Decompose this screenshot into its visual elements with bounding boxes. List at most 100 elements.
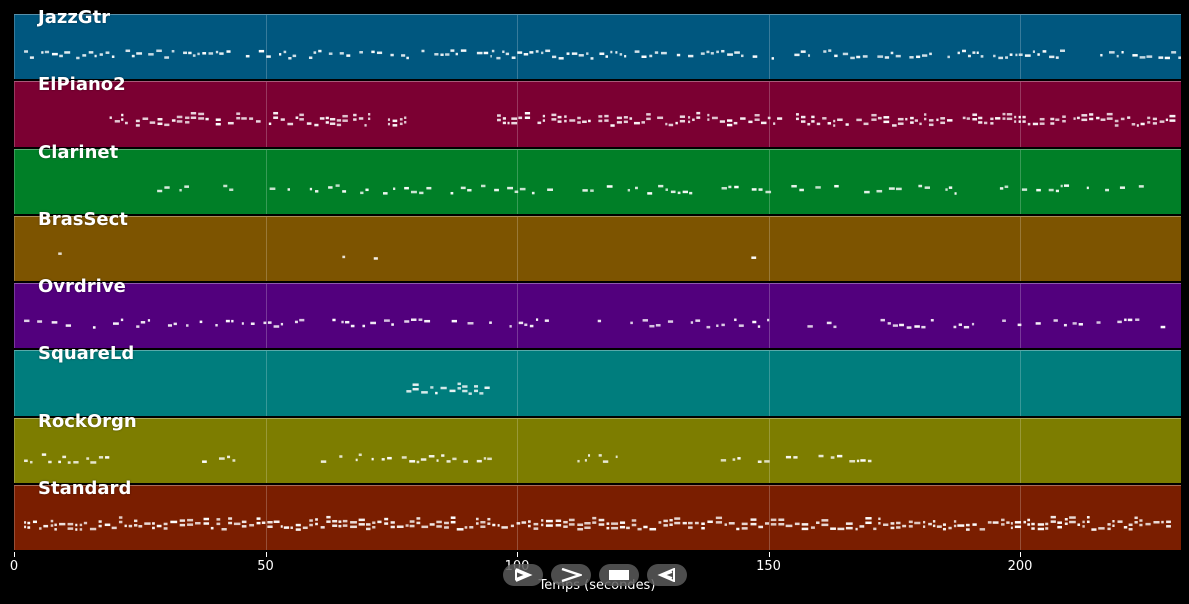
note-mark xyxy=(773,122,776,126)
note-roll xyxy=(24,452,872,464)
note-mark xyxy=(619,521,626,524)
reverse-button[interactable] xyxy=(647,564,687,586)
note-mark xyxy=(416,516,421,520)
note-mark xyxy=(1014,116,1017,119)
note-mark xyxy=(873,527,877,530)
grid-line xyxy=(1020,82,1022,147)
grid-line xyxy=(517,418,519,483)
note-mark xyxy=(954,191,957,195)
note-mark xyxy=(823,50,827,53)
note-mark xyxy=(932,524,936,527)
note-mark xyxy=(24,520,27,524)
note-mark xyxy=(266,55,271,58)
note-mark xyxy=(582,120,587,124)
note-mark xyxy=(199,320,203,324)
note-mark xyxy=(807,325,813,328)
note-mark xyxy=(990,117,994,121)
note-mark xyxy=(827,122,832,125)
note-mark xyxy=(342,189,347,193)
note-mark xyxy=(707,114,710,117)
note-mark xyxy=(54,523,57,526)
note-mark xyxy=(79,523,83,526)
note-mark xyxy=(436,524,442,528)
note-mark xyxy=(707,118,710,122)
note-mark xyxy=(577,117,581,120)
note-mark xyxy=(1032,122,1039,126)
note-mark xyxy=(1006,117,1013,121)
note-mark xyxy=(167,324,173,327)
note-mark xyxy=(1152,117,1157,121)
note-mark xyxy=(105,455,110,459)
note-mark xyxy=(610,50,613,54)
note-mark xyxy=(227,455,231,458)
track-lane: ElPiano2 xyxy=(14,74,1181,147)
note-mark xyxy=(669,518,673,522)
x-tick-label: 0 xyxy=(9,559,19,574)
note-mark xyxy=(339,52,344,55)
note-mark xyxy=(440,387,447,390)
note-mark xyxy=(696,116,701,120)
note-mark xyxy=(131,54,135,58)
track-lane: Clarinet xyxy=(14,142,1181,214)
note-mark xyxy=(619,525,626,529)
track-label: JazzGtr xyxy=(38,7,111,28)
note-mark xyxy=(450,516,456,519)
note-mark xyxy=(606,526,610,530)
note-mark xyxy=(771,57,774,60)
note-mark xyxy=(507,186,514,189)
note-mark xyxy=(362,324,366,328)
note-mark xyxy=(58,252,62,255)
grid-line xyxy=(517,351,519,416)
note-mark xyxy=(497,523,500,527)
note-mark xyxy=(241,322,244,325)
note-mark xyxy=(176,115,183,119)
note-mark xyxy=(41,452,47,456)
note-mark xyxy=(833,124,836,128)
play-button[interactable] xyxy=(503,564,543,586)
grid-line xyxy=(1020,149,1022,214)
note-mark xyxy=(1098,526,1105,530)
note-mark xyxy=(314,124,319,127)
note-mark xyxy=(241,524,247,528)
note-mark xyxy=(392,124,398,127)
note-mark xyxy=(479,392,484,395)
note-mark xyxy=(241,117,247,120)
note-mark xyxy=(309,187,313,190)
note-mark xyxy=(421,49,425,53)
note-mark xyxy=(450,49,455,52)
fast-forward-button[interactable] xyxy=(551,564,591,586)
grid-line xyxy=(265,15,267,80)
note-mark xyxy=(1064,517,1068,521)
note-mark xyxy=(800,120,806,124)
note-mark xyxy=(190,112,197,115)
note-mark xyxy=(474,389,479,393)
note-mark xyxy=(384,522,389,525)
note-mark xyxy=(1055,56,1059,59)
note-mark xyxy=(326,515,331,519)
note-mark xyxy=(353,114,357,117)
note-mark xyxy=(1132,54,1138,57)
note-mark xyxy=(216,517,221,521)
note-mark xyxy=(88,51,94,54)
note-mark xyxy=(487,457,492,460)
note-mark xyxy=(419,191,424,194)
note-mark xyxy=(1010,526,1013,529)
note-mark xyxy=(396,525,404,528)
note-mark xyxy=(514,190,519,193)
note-mark xyxy=(1100,118,1106,122)
note-mark xyxy=(67,522,74,526)
note-mark xyxy=(475,521,479,525)
note-mark xyxy=(29,56,34,59)
note-roll xyxy=(406,382,490,396)
note-mark xyxy=(434,53,439,56)
note-mark xyxy=(140,321,146,324)
note-mark xyxy=(822,117,827,120)
note-mark xyxy=(82,54,87,57)
note-mark xyxy=(1022,116,1026,119)
note-mark xyxy=(54,527,57,531)
stop-button[interactable] xyxy=(599,564,639,586)
note-mark xyxy=(953,519,957,523)
note-mark xyxy=(1045,522,1049,525)
note-mark xyxy=(227,122,234,125)
note-mark xyxy=(605,55,609,58)
